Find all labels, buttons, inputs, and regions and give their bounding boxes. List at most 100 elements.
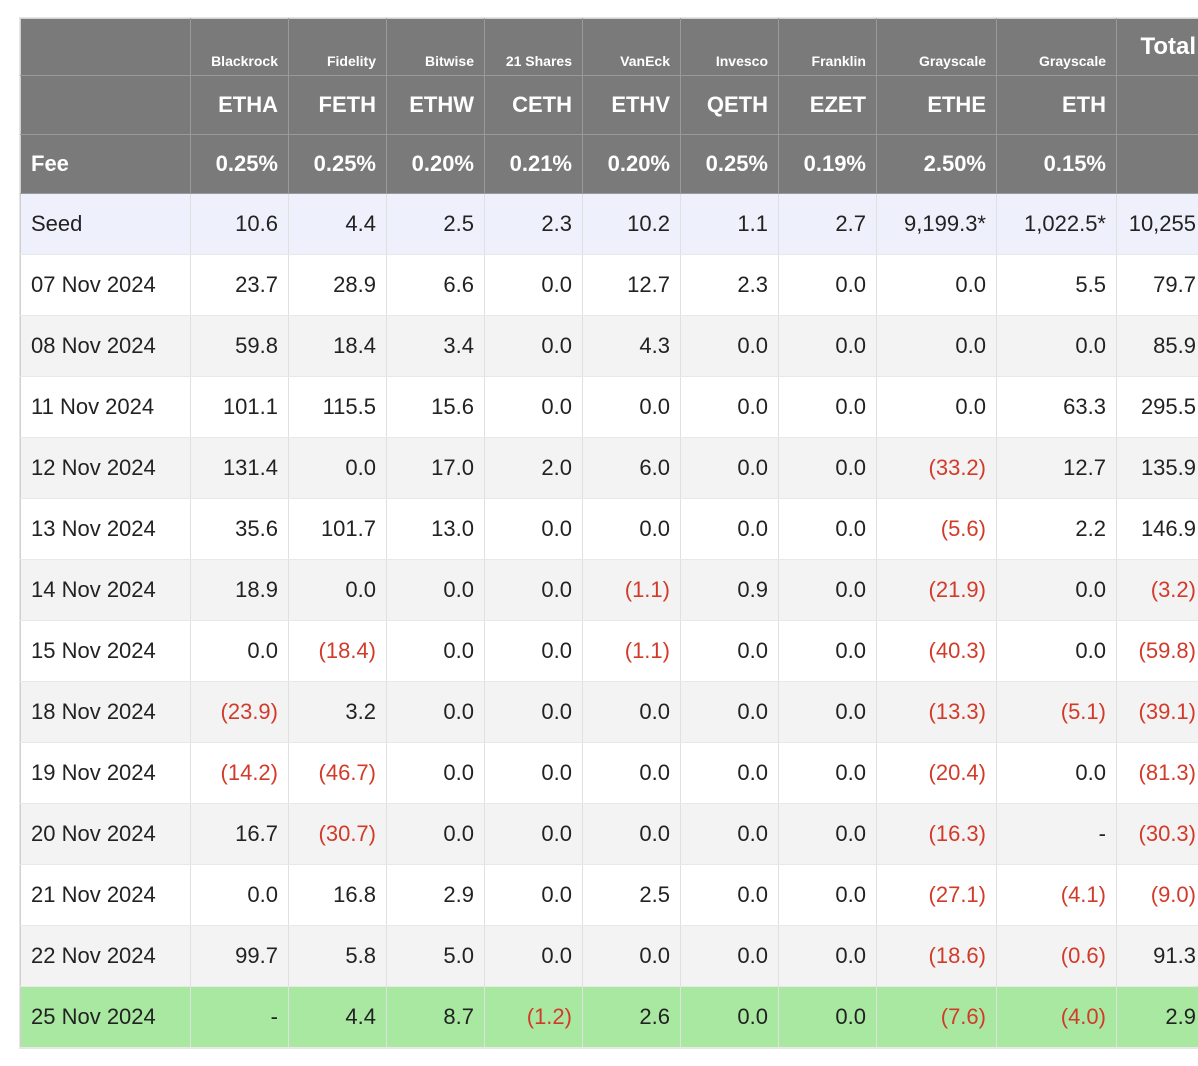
flow-cell: (4.0) [997, 987, 1117, 1048]
flow-cell: 6.0 [583, 438, 681, 499]
table-row: 25 Nov 2024-4.48.7(1.2)2.60.00.0(7.6)(4.… [21, 987, 1198, 1048]
flow-cell: 5.0 [387, 926, 485, 987]
flow-cell: (13.3) [877, 682, 997, 743]
flow-cell: (59.8) [1117, 621, 1198, 682]
flow-cell: 0.0 [779, 438, 877, 499]
ticker-cell: ETHE [877, 76, 997, 135]
flow-cell: 16.7 [191, 804, 289, 865]
flow-cell: 0.0 [485, 560, 583, 621]
flow-cell: 2.3 [681, 255, 779, 316]
fee-label: Fee [21, 135, 191, 194]
flow-cell: 0.0 [485, 255, 583, 316]
table-body: Seed10.64.42.52.310.21.12.79,199.3*1,022… [21, 194, 1198, 1048]
table-row: 22 Nov 202499.75.85.00.00.00.00.0(18.6)(… [21, 926, 1198, 987]
flow-cell: 0.0 [387, 621, 485, 682]
flow-cell: (33.2) [877, 438, 997, 499]
ticker-cell: ETH [997, 76, 1117, 135]
flow-cell: 0.0 [583, 682, 681, 743]
flow-cell: 0.0 [681, 743, 779, 804]
flow-cell: 295.5 [1117, 377, 1198, 438]
flow-cell: (16.3) [877, 804, 997, 865]
flow-cell: 131.4 [191, 438, 289, 499]
issuer-cell: Invesco [681, 19, 779, 76]
flow-cell: (30.7) [289, 804, 387, 865]
table-row: 07 Nov 202423.728.96.60.012.72.30.00.05.… [21, 255, 1198, 316]
flow-cell: 2.9 [387, 865, 485, 926]
flow-cell: - [997, 804, 1117, 865]
table-row: 11 Nov 2024101.1115.515.60.00.00.00.00.0… [21, 377, 1198, 438]
flow-cell: 0.0 [681, 377, 779, 438]
flow-cell: 16.8 [289, 865, 387, 926]
issuer-cell: Grayscale [877, 19, 997, 76]
issuer-row: Blackrock Fidelity Bitwise 21 Shares Van… [21, 19, 1198, 76]
flow-cell: (4.1) [997, 865, 1117, 926]
flow-cell: 8.7 [387, 987, 485, 1048]
table-row: 18 Nov 2024(23.9)3.20.00.00.00.00.0(13.3… [21, 682, 1198, 743]
flow-cell: 13.0 [387, 499, 485, 560]
flow-cell: (14.2) [191, 743, 289, 804]
flow-cell: 0.0 [289, 560, 387, 621]
flow-cell: 0.0 [583, 377, 681, 438]
flow-cell: 99.7 [191, 926, 289, 987]
flow-cell: 2.5 [583, 865, 681, 926]
flow-cell: 10.2 [583, 194, 681, 255]
flow-cell: 0.0 [191, 865, 289, 926]
flow-cell: (20.4) [877, 743, 997, 804]
flow-cell: 18.9 [191, 560, 289, 621]
ticker-cell: ETHA [191, 76, 289, 135]
flow-cell: 0.0 [387, 804, 485, 865]
flow-cell: (18.6) [877, 926, 997, 987]
flow-cell: 2.6 [583, 987, 681, 1048]
flow-cell: 4.3 [583, 316, 681, 377]
flow-cell: (5.1) [997, 682, 1117, 743]
flow-cell: 0.0 [779, 804, 877, 865]
fee-cell: 0.25% [191, 135, 289, 194]
flow-cell: 28.9 [289, 255, 387, 316]
issuer-cell: 21 Shares [485, 19, 583, 76]
row-label: 15 Nov 2024 [21, 621, 191, 682]
flow-cell: 0.0 [485, 621, 583, 682]
flow-cell: 5.8 [289, 926, 387, 987]
flow-cell: 0.0 [779, 316, 877, 377]
flow-cell: 0.0 [387, 743, 485, 804]
flow-cell: (30.3) [1117, 804, 1198, 865]
flow-cell: 101.1 [191, 377, 289, 438]
flow-cell: 0.0 [681, 499, 779, 560]
flow-cell: 12.7 [997, 438, 1117, 499]
issuer-cell [21, 19, 191, 76]
flow-cell: 115.5 [289, 377, 387, 438]
ticker-cell: ETHW [387, 76, 485, 135]
flow-cell: 0.0 [779, 377, 877, 438]
ticker-cell: ETHV [583, 76, 681, 135]
flow-cell: (39.1) [1117, 682, 1198, 743]
flow-cell: 0.0 [191, 621, 289, 682]
flow-cell: (23.9) [191, 682, 289, 743]
issuer-cell: Franklin [779, 19, 877, 76]
flow-cell: (0.6) [997, 926, 1117, 987]
flow-cell: (1.1) [583, 560, 681, 621]
flow-cell: (40.3) [877, 621, 997, 682]
fee-cell: 2.50% [877, 135, 997, 194]
ticker-row: ETHA FETH ETHW CETH ETHV QETH EZET ETHE … [21, 76, 1198, 135]
flow-cell: 0.0 [387, 682, 485, 743]
flow-cell: 0.0 [681, 804, 779, 865]
flow-cell: (5.6) [877, 499, 997, 560]
row-label: 20 Nov 2024 [21, 804, 191, 865]
flow-cell: 17.0 [387, 438, 485, 499]
ticker-cell [21, 76, 191, 135]
table-row: 19 Nov 2024(14.2)(46.7)0.00.00.00.00.0(2… [21, 743, 1198, 804]
ticker-cell: QETH [681, 76, 779, 135]
flow-cell: 0.0 [997, 743, 1117, 804]
fee-cell: 0.20% [583, 135, 681, 194]
flow-cell: 0.0 [485, 743, 583, 804]
table-row: 08 Nov 202459.818.43.40.04.30.00.00.00.0… [21, 316, 1198, 377]
flow-cell: 91.3 [1117, 926, 1198, 987]
flow-cell: 0.0 [485, 865, 583, 926]
row-label: 18 Nov 2024 [21, 682, 191, 743]
flow-cell: (1.2) [485, 987, 583, 1048]
flow-cell: 35.6 [191, 499, 289, 560]
row-label: 08 Nov 2024 [21, 316, 191, 377]
flow-cell: 10.6 [191, 194, 289, 255]
row-label: 14 Nov 2024 [21, 560, 191, 621]
row-label: 07 Nov 2024 [21, 255, 191, 316]
